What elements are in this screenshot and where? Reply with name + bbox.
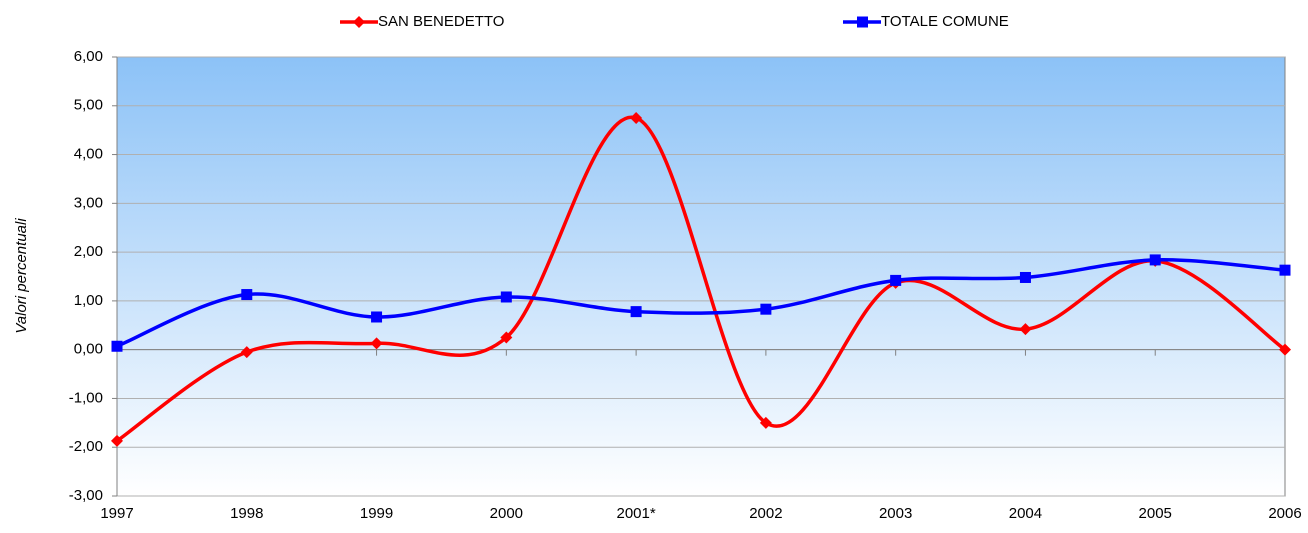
x-tick-label: 1998 bbox=[230, 505, 263, 522]
marker bbox=[1279, 264, 1291, 276]
marker bbox=[111, 340, 123, 352]
plot-area bbox=[116, 56, 1286, 497]
x-tick-label: 1997 bbox=[100, 505, 133, 522]
legend-marker bbox=[857, 16, 868, 28]
legend-label: SAN BENEDETTO bbox=[378, 13, 504, 30]
marker bbox=[371, 311, 383, 323]
marker bbox=[890, 274, 902, 286]
marker bbox=[1279, 343, 1291, 356]
marker bbox=[500, 331, 513, 344]
x-tick-label: 1999 bbox=[360, 505, 393, 522]
x-tick-label: 2006 bbox=[1268, 505, 1301, 522]
y-tick-label: 5,00 bbox=[74, 97, 103, 114]
y-tick-label: 0,00 bbox=[74, 341, 103, 358]
marker bbox=[370, 337, 383, 350]
y-tick-label: 4,00 bbox=[74, 146, 103, 163]
marker bbox=[240, 346, 253, 359]
marker bbox=[241, 289, 253, 301]
x-tick-label: 2000 bbox=[490, 505, 523, 522]
x-tick-label: 2002 bbox=[749, 505, 782, 522]
series-line bbox=[116, 115, 1286, 443]
marker bbox=[630, 111, 643, 124]
marker bbox=[760, 303, 772, 315]
y-tick-label: 2,00 bbox=[74, 243, 103, 260]
y-axis-label: Valori percentuali bbox=[13, 218, 30, 334]
y-tick-label: -1,00 bbox=[69, 389, 103, 406]
x-tick-label: 2004 bbox=[1009, 505, 1042, 522]
y-tick-label: -3,00 bbox=[69, 487, 103, 504]
marker bbox=[1019, 271, 1031, 283]
x-tick-label: 2005 bbox=[1139, 505, 1172, 522]
series-line bbox=[116, 258, 1286, 348]
y-tick-label: 6,00 bbox=[74, 48, 103, 65]
marker bbox=[111, 434, 123, 447]
x-tick-label: 2001* bbox=[617, 505, 656, 522]
legend-marker bbox=[353, 16, 365, 28]
marker bbox=[630, 306, 642, 318]
x-tick-label: 2003 bbox=[879, 505, 912, 522]
marker bbox=[500, 291, 512, 303]
marker bbox=[1019, 323, 1032, 336]
marker bbox=[1149, 254, 1161, 266]
y-tick-label: 1,00 bbox=[74, 292, 103, 309]
y-tick-label: -2,00 bbox=[69, 438, 103, 455]
marker bbox=[759, 416, 772, 429]
legend-label: TOTALE COMUNE bbox=[881, 13, 1009, 30]
y-tick-label: 3,00 bbox=[74, 194, 103, 211]
